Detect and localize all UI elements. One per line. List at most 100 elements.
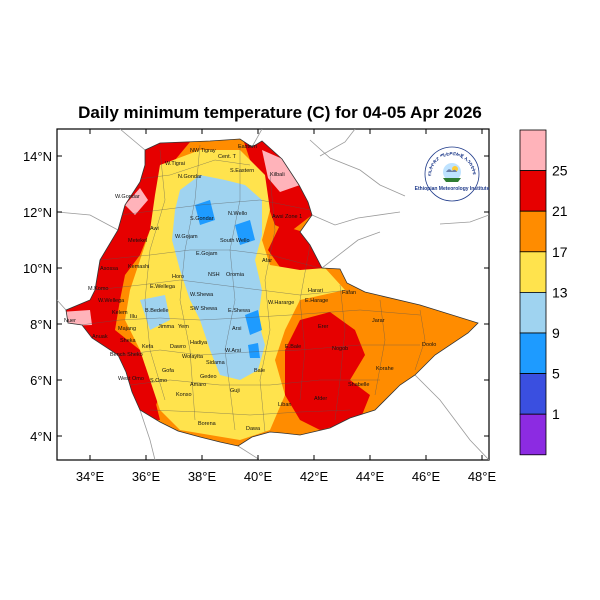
region-label: Sheka [120, 338, 137, 344]
region-label: Hadiya [190, 340, 208, 346]
region-label: W.Wellega [98, 298, 125, 304]
region-label: E.Wellega [150, 284, 176, 290]
temperature-zone-21-25-southeast [285, 312, 370, 430]
region-label: Kemashi [128, 264, 149, 270]
y-tick-label: 4°N [30, 429, 52, 444]
y-tick-label: 8°N [30, 317, 52, 332]
y-tick-label: 6°N [30, 373, 52, 388]
x-tick-label: 36°E [132, 469, 161, 484]
temperature-zone-5-9-a [195, 200, 215, 225]
region-label: Kilbali [270, 172, 285, 178]
region-labels: Cent. T Eastern NW Tigray S.Eastern Kilb… [64, 144, 436, 432]
region-label: South Wello [220, 238, 250, 244]
region-label: NW Tigray [190, 148, 216, 154]
region-label: NSH [208, 272, 220, 278]
region-label: Doolo [422, 342, 436, 348]
x-tick-label: 42°E [300, 469, 329, 484]
region-label: E.Gojam [196, 251, 218, 257]
colorbar-label: 21 [552, 203, 568, 219]
region-label: Fafan [342, 290, 356, 296]
region-label: Afder [314, 396, 327, 402]
region-label: W.Gojam [175, 234, 198, 240]
colorbar-label: 9 [552, 325, 560, 341]
temperature-zone-above-25-kilbali [262, 150, 300, 192]
region-label: W.Gondar [115, 194, 140, 200]
region-label: Bench Sheko [110, 352, 143, 358]
colorbar-swatch-below-1 [519, 413, 547, 456]
zone-boundaries [79, 144, 426, 433]
region-label: S.Gondar [190, 216, 214, 222]
temperature-zone-5-9-d [248, 343, 260, 358]
region-label: Awsi Zone 1 [272, 214, 302, 220]
region-label: Asossa [100, 266, 119, 272]
region-label: West Omo [118, 376, 144, 382]
colorbar-swatch-1-5 [519, 373, 547, 415]
region-label: B.Bedelle [145, 308, 169, 314]
axis-ticks [57, 129, 489, 460]
region-label: Majang [118, 326, 136, 332]
region-label: W.Hararge [268, 300, 294, 306]
region-label: Gedeo [200, 374, 217, 380]
region-label: Sidama [206, 360, 226, 366]
region-label: Cent. T [218, 154, 237, 160]
temperature-zone-5-9-b [235, 220, 255, 245]
region-label: Dawro [170, 344, 186, 350]
x-tick-label: 48°E [468, 469, 497, 484]
region-label: Jimma [158, 324, 175, 330]
region-label: Borena [198, 421, 217, 427]
colorbar-swatch-17-21 [519, 210, 547, 253]
colorbar-swatch-13-17 [519, 251, 547, 293]
region-label: Nuer [64, 318, 76, 324]
region-label: Nogob [332, 346, 348, 352]
region-label: Erer [318, 324, 329, 330]
colorbar-swatch-5-9 [519, 332, 547, 374]
region-label: Guji [230, 388, 240, 394]
region-label: E.Bale [285, 344, 301, 350]
colorbar-labels: 25 21 17 13 9 5 1 [552, 163, 568, 423]
region-label: S.Omo [150, 378, 167, 384]
x-tick-label: 46°E [412, 469, 441, 484]
region-label: Bale [254, 368, 265, 374]
y-axis-labels: 14°N 12°N 10°N 8°N 6°N 4°N [23, 149, 52, 444]
region-label: M.Komo [88, 286, 108, 292]
region-label: Horo [172, 274, 184, 280]
chart-title: Daily minimum temperature (C) for 04-05 … [78, 103, 482, 122]
x-tick-label: 40°E [244, 469, 273, 484]
region-label: Harari [308, 288, 323, 294]
region-label: Yem [178, 324, 189, 330]
colorbar-label: 13 [552, 284, 568, 300]
colorbar-label: 25 [552, 163, 568, 179]
region-label: Arsi [232, 326, 241, 332]
colorbar-label: 1 [552, 406, 560, 422]
x-axis-labels: 34°E 36°E 38°E 40°E 42°E 44°E 46°E 48°E [76, 469, 497, 484]
colorbar-swatch-21-25 [519, 170, 547, 212]
region-label: Liban [278, 402, 291, 408]
colorbar-label: 5 [552, 366, 560, 382]
y-tick-label: 14°N [23, 149, 52, 164]
y-tick-label: 10°N [23, 261, 52, 276]
x-tick-label: 34°E [76, 469, 105, 484]
region-label: Oromia [226, 272, 245, 278]
region-label: N.Gondar [178, 174, 202, 180]
region-label: Korahe [376, 366, 394, 372]
region-label: W.Shewa [190, 292, 214, 298]
region-label: SW Shewa [190, 306, 218, 312]
region-label: Afar [262, 258, 272, 264]
region-label: Shabelle [348, 382, 369, 388]
region-label: Amaro [190, 382, 206, 388]
x-tick-label: 44°E [356, 469, 385, 484]
colorbar-swatch-above-25 [519, 129, 547, 171]
region-label: Konso [176, 392, 192, 398]
region-label: Dawa [246, 426, 261, 432]
region-label: E.Shewa [228, 308, 251, 314]
colorbar-label: 17 [552, 244, 568, 260]
region-label: Metekel [128, 238, 147, 244]
y-tick-label: 12°N [23, 205, 52, 220]
region-label: N.Wello [228, 211, 247, 217]
country-borders [57, 129, 489, 460]
temperature-zone-5-9-c [245, 310, 262, 335]
region-label: Eastern [238, 144, 257, 150]
meteorology-logo-icon: የኢትዮጵያ ሚቲዎሮሎጂ ኢንስቲትዩት Ethiopian Meteorol… [415, 146, 490, 202]
x-tick-label: 38°E [188, 469, 217, 484]
